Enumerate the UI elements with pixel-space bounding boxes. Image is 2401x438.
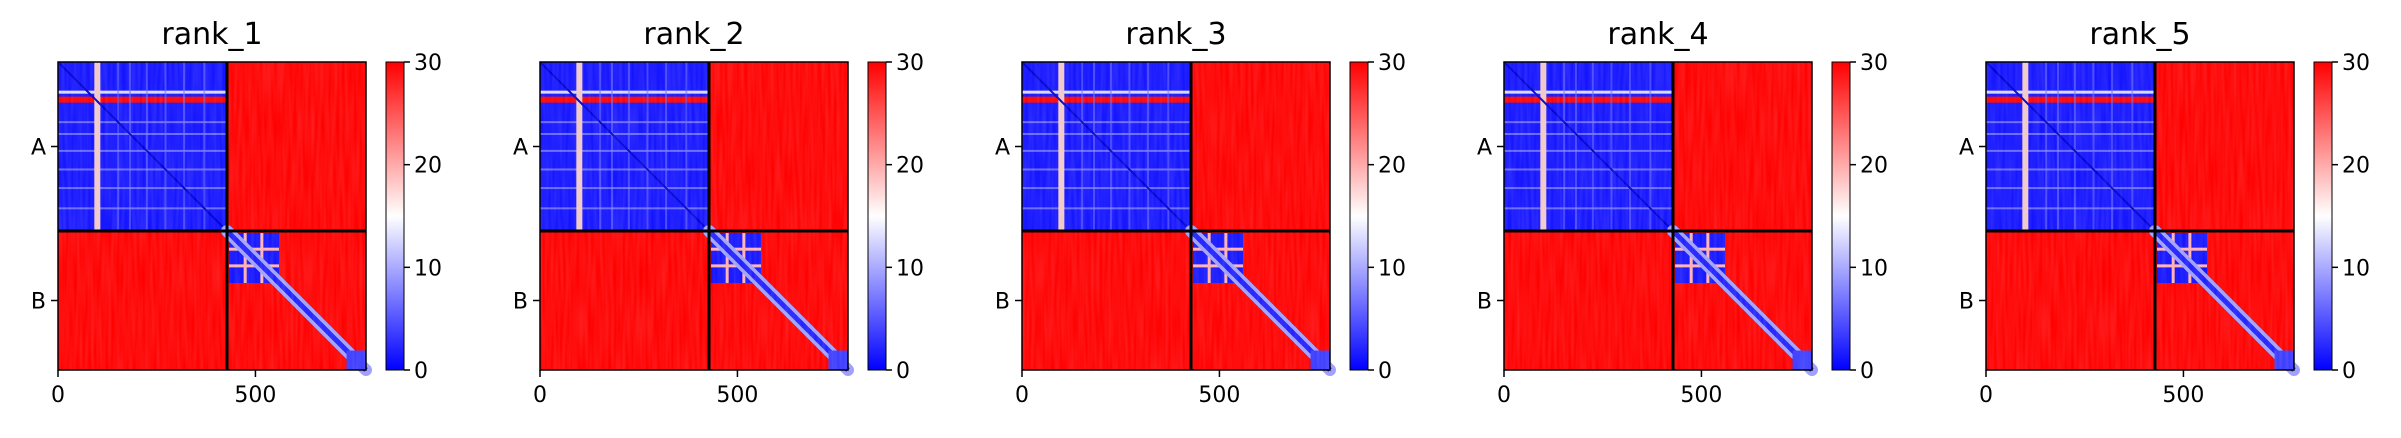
y-tick-label: A — [1477, 136, 1492, 161]
colorbar — [1349, 61, 1369, 371]
colorbar-tick-label: 0 — [1378, 359, 1392, 384]
colorbar-tick-label: 20 — [1860, 154, 1888, 179]
colorbar-tick-label: 30 — [2342, 51, 2370, 76]
heatmap-texture — [540, 62, 848, 370]
panel-title: rank_3 — [1125, 17, 1226, 52]
colorbar-tick-label: 30 — [414, 51, 442, 76]
colorbar-tick-label: 20 — [896, 154, 924, 179]
y-tick-label: A — [995, 136, 1010, 161]
axes-frame — [1021, 61, 1331, 371]
y-tick-label: A — [513, 136, 528, 161]
panel-title: rank_5 — [2089, 17, 2190, 52]
colorbar — [2313, 61, 2333, 371]
x-tick-label: 500 — [1680, 383, 1722, 408]
x-tick-label: 500 — [2162, 383, 2204, 408]
heatmap-texture — [1986, 62, 2294, 370]
colorbar-tick-label: 30 — [896, 51, 924, 76]
x-tick-label: 500 — [1198, 383, 1240, 408]
y-tick-label: B — [995, 290, 1010, 315]
x-tick-label: 0 — [533, 383, 547, 408]
colorbar-tick-label: 20 — [2342, 154, 2370, 179]
colorbar-tick-label: 10 — [414, 256, 442, 281]
colorbar-tick-label: 20 — [414, 154, 442, 179]
colorbar-tick-label: 10 — [896, 256, 924, 281]
heatmap-texture — [58, 62, 366, 370]
colorbar-tick-label: 0 — [414, 359, 428, 384]
axes-frame — [539, 61, 849, 371]
colorbar-tick-label: 10 — [1860, 256, 1888, 281]
colorbar-tick-label: 10 — [1378, 256, 1406, 281]
y-tick-label: B — [31, 290, 46, 315]
y-tick-label: A — [31, 136, 46, 161]
y-tick-label: A — [1959, 136, 1974, 161]
colorbar-tick-label: 30 — [1860, 51, 1888, 76]
panel-1: rank_1 0 500 A B 0 10 20 30 — [31, 17, 442, 408]
panel-title: rank_4 — [1607, 17, 1708, 52]
colorbar-tick-label: 20 — [1378, 154, 1406, 179]
x-tick-label: 500 — [234, 383, 276, 408]
panel-3: rank_3 0 500 A B 0 10 20 30 — [995, 17, 1406, 408]
panel-title: rank_2 — [643, 17, 744, 52]
axes-frame — [57, 61, 367, 371]
axes-frame — [1985, 61, 2295, 371]
x-tick-label: 0 — [1015, 383, 1029, 408]
colorbar-tick-label: 0 — [1860, 359, 1874, 384]
axes-frame — [1503, 61, 1813, 371]
y-tick-label: B — [513, 290, 528, 315]
x-tick-label: 0 — [1979, 383, 1993, 408]
x-tick-label: 0 — [1497, 383, 1511, 408]
x-tick-label: 0 — [51, 383, 65, 408]
panel-4: rank_4 0 500 A B 0 10 20 30 — [1477, 17, 1888, 408]
panel-2: rank_2 0 500 A B 0 10 20 30 — [513, 17, 924, 408]
colorbar-tick-label: 10 — [2342, 256, 2370, 281]
colorbar — [385, 61, 405, 371]
heatmap-texture — [1504, 62, 1812, 370]
x-tick-label: 500 — [716, 383, 758, 408]
colorbar — [867, 61, 887, 371]
heatmap-texture — [1022, 62, 1330, 370]
y-tick-label: B — [1477, 290, 1492, 315]
panel-title: rank_1 — [161, 17, 262, 52]
colorbar-tick-label: 30 — [1378, 51, 1406, 76]
panel-5: rank_5 0 500 A B 0 10 20 30 — [1959, 17, 2370, 408]
y-tick-label: B — [1959, 290, 1974, 315]
colorbar — [1831, 61, 1851, 371]
colorbar-tick-label: 0 — [896, 359, 910, 384]
colorbar-tick-label: 0 — [2342, 359, 2356, 384]
